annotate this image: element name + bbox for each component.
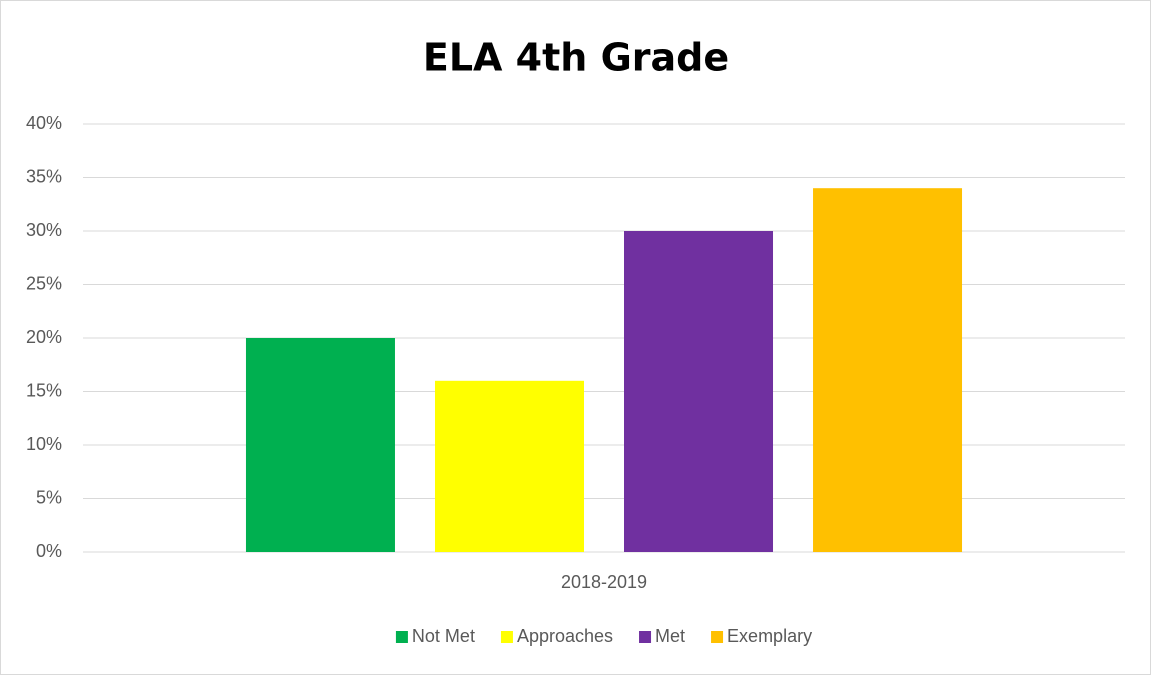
y-tick-label: 35% — [26, 166, 62, 186]
legend-label: Approaches — [517, 626, 613, 646]
y-tick-label: 10% — [26, 434, 62, 454]
legend-swatch — [395, 631, 408, 643]
bar — [624, 231, 774, 552]
y-tick-label: 5% — [36, 487, 62, 507]
legend-swatch — [639, 631, 652, 643]
bar — [245, 338, 395, 552]
y-tick-label: 15% — [26, 380, 62, 400]
bar — [813, 188, 963, 552]
y-tick-label: 40% — [26, 113, 62, 133]
chart-title: ELA 4th Grade — [423, 36, 729, 80]
legend-label: Exemplary — [727, 626, 812, 646]
y-tick-label: 30% — [26, 220, 62, 240]
bar — [434, 380, 584, 552]
legend-label: Not Met — [412, 626, 475, 646]
y-tick-label: 0% — [36, 541, 62, 561]
legend-swatch — [500, 631, 513, 643]
y-tick-label: 25% — [26, 273, 62, 293]
legend-label: Met — [655, 626, 685, 646]
y-tick-label: 20% — [26, 327, 62, 347]
legend-swatch — [711, 631, 724, 643]
x-tick-label: 2018-2019 — [561, 572, 647, 592]
